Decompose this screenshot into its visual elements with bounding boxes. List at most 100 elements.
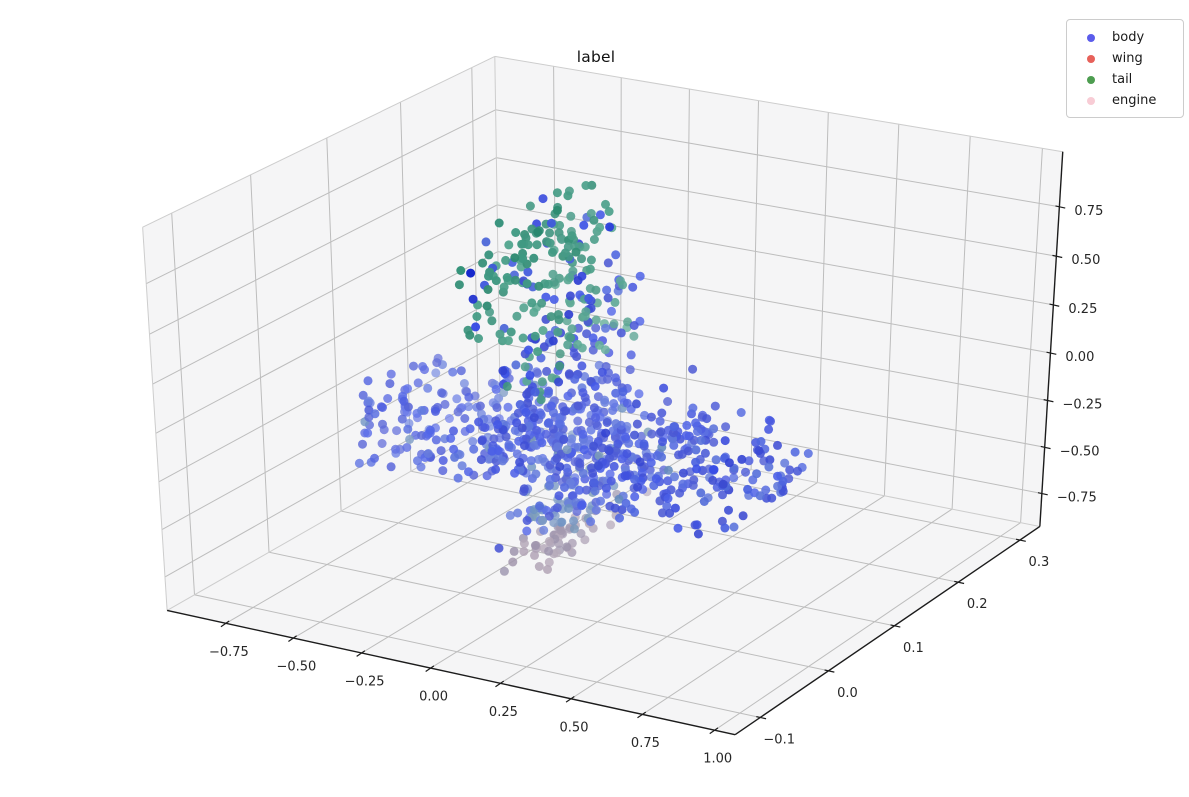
scatter-point xyxy=(378,419,387,429)
scatter-point xyxy=(569,524,579,534)
scatter-point xyxy=(560,248,570,258)
scatter-point xyxy=(509,546,519,556)
scatter-point xyxy=(517,239,527,249)
scatter-point xyxy=(515,457,525,467)
scatter-point xyxy=(743,484,753,494)
scatter-point xyxy=(530,541,540,550)
scatter-point xyxy=(423,383,433,393)
scatter-point xyxy=(693,529,703,539)
scatter-point xyxy=(566,211,576,221)
x-tick xyxy=(709,727,719,735)
scatter-point xyxy=(555,361,565,371)
scatter-point xyxy=(721,422,731,432)
scatter-point xyxy=(524,345,533,355)
scatter-point xyxy=(665,508,675,518)
scatter-point xyxy=(456,266,466,275)
scatter-point xyxy=(504,440,514,450)
scatter-point xyxy=(647,429,657,439)
scatter-point xyxy=(391,444,400,454)
scatter-point xyxy=(555,419,565,429)
scatter-point xyxy=(452,394,462,404)
scatter-point xyxy=(547,401,556,411)
scatter-point xyxy=(534,281,544,291)
z-tick xyxy=(1037,492,1048,496)
scatter-point xyxy=(530,550,539,560)
scatter-point xyxy=(573,276,583,285)
scatter-point xyxy=(543,565,552,574)
scatter-point xyxy=(596,496,605,506)
scatter-point xyxy=(505,510,515,520)
scatter-point xyxy=(536,395,546,405)
scatter-point xyxy=(634,389,644,399)
scatter-point xyxy=(572,352,582,362)
scatter-point xyxy=(403,424,413,434)
scatter-point xyxy=(542,366,552,376)
scatter-point xyxy=(464,392,474,402)
scatter-point xyxy=(738,511,748,521)
scatter-point xyxy=(602,418,612,427)
scatter-point xyxy=(478,258,488,268)
scatter-point xyxy=(425,425,435,435)
plot-title: label xyxy=(576,48,616,66)
scatter-point xyxy=(626,350,636,360)
scatter-point xyxy=(611,373,620,383)
y-tick xyxy=(756,716,767,720)
scatter-point xyxy=(663,494,673,503)
scatter-point xyxy=(555,349,565,359)
scatter-point xyxy=(453,407,463,417)
scatter-point xyxy=(590,486,600,496)
scatter-point xyxy=(545,238,555,248)
x-tick-label: −0.25 xyxy=(345,675,385,690)
scatter-point xyxy=(525,370,535,380)
scatter-point xyxy=(571,247,581,257)
scatter-point xyxy=(610,297,620,307)
scatter-point xyxy=(780,458,790,468)
scatter-point xyxy=(431,435,441,445)
scatter-point xyxy=(718,490,727,500)
scatter-point xyxy=(487,316,497,326)
scatter-point xyxy=(510,425,520,435)
scatter-point xyxy=(459,379,469,388)
scatter-point xyxy=(632,419,642,429)
scatter-point xyxy=(510,275,520,285)
scatter-point xyxy=(556,526,566,535)
scatter-point xyxy=(532,425,542,435)
scatter-point xyxy=(501,255,511,265)
scatter-point xyxy=(544,536,554,546)
scatter-point xyxy=(673,523,683,533)
z-tick-label: 0.00 xyxy=(1065,350,1094,365)
scatter-point xyxy=(589,235,599,244)
scatter-point xyxy=(431,406,440,416)
scatter-point xyxy=(669,422,679,432)
legend-label-tail: tail xyxy=(1112,72,1133,87)
scatter-point xyxy=(403,402,413,412)
scatter-point xyxy=(476,455,486,465)
scatter-point xyxy=(358,439,367,449)
scatter-point xyxy=(546,312,556,322)
scatter-point xyxy=(793,466,802,476)
legend-item-body: body xyxy=(1077,27,1177,48)
x-axis-line xyxy=(166,609,736,736)
scatter-point xyxy=(562,463,572,473)
scatter-point xyxy=(651,474,661,484)
scatter-point xyxy=(766,416,775,426)
scatter-point xyxy=(618,387,628,397)
scatter-point xyxy=(581,181,591,190)
scatter-point xyxy=(691,418,701,428)
scatter-point xyxy=(608,426,618,436)
scatter-point xyxy=(504,240,514,250)
scatter-point xyxy=(682,420,692,430)
scatter-point xyxy=(403,384,412,394)
scatter-point xyxy=(518,254,528,264)
scatter-point xyxy=(752,469,762,479)
scatter-point xyxy=(699,497,709,506)
legend: body wing tail engine xyxy=(1066,19,1184,118)
z-axis-line xyxy=(1039,151,1064,527)
scatter-point xyxy=(720,436,730,446)
scatter-point xyxy=(413,456,422,466)
scatter-point xyxy=(530,331,540,341)
scatter-point xyxy=(538,194,548,204)
scatter-point xyxy=(579,220,589,230)
scatter-point xyxy=(511,228,521,237)
